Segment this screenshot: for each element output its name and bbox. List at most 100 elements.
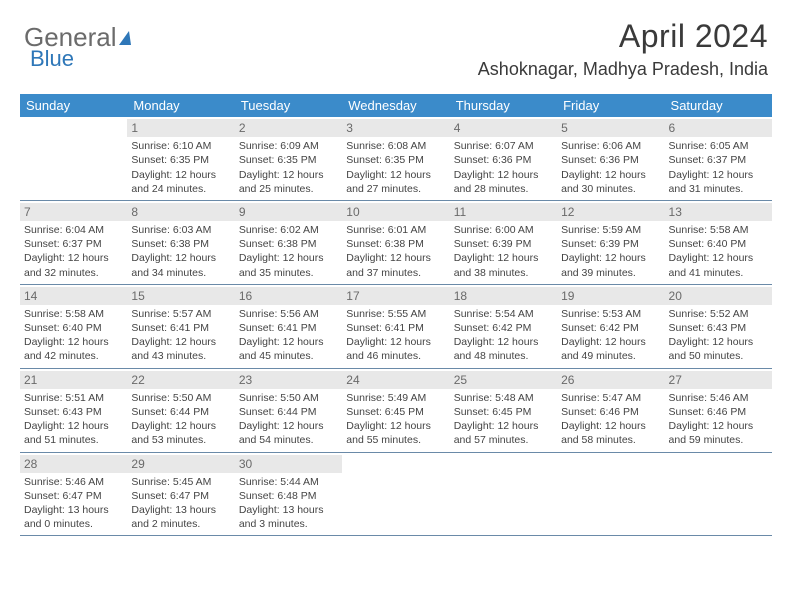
sunrise-text: Sunrise: 5:52 AM <box>669 307 768 321</box>
daylight-text: Daylight: 12 hours and 49 minutes. <box>561 335 660 363</box>
sunrise-text: Sunrise: 6:01 AM <box>346 223 445 237</box>
day-number: 7 <box>20 203 127 221</box>
day-number: 10 <box>342 203 449 221</box>
day-number: 20 <box>665 287 772 305</box>
sunrise-text: Sunrise: 6:07 AM <box>454 139 553 153</box>
day-cell: 16Sunrise: 5:56 AMSunset: 6:41 PMDayligh… <box>235 285 342 368</box>
day-cell: 20Sunrise: 5:52 AMSunset: 6:43 PMDayligh… <box>665 285 772 368</box>
day-number: 27 <box>665 371 772 389</box>
daylight-text: Daylight: 12 hours and 45 minutes. <box>239 335 338 363</box>
sunrise-text: Sunrise: 5:55 AM <box>346 307 445 321</box>
sunrise-text: Sunrise: 5:44 AM <box>239 475 338 489</box>
day-cell: 17 Sunrise: 5:55 AMSunset: 6:41 PMDayligh… <box>342 285 449 368</box>
day-number: 30 <box>235 455 342 473</box>
day-cell: 12Sunrise: 5:59 AMSunset: 6:39 PMDayligh… <box>557 201 664 284</box>
sunrise-text: Sunrise: 6:10 AM <box>131 139 230 153</box>
week-row: 28Sunrise: 5:46 AMSunset: 6:47 PMDayligh… <box>20 453 772 537</box>
day-number: 22 <box>127 371 234 389</box>
daylight-text: Daylight: 12 hours and 31 minutes. <box>669 168 768 196</box>
daylight-text: Daylight: 12 hours and 27 minutes. <box>346 168 445 196</box>
daylight-text: Daylight: 12 hours and 53 minutes. <box>131 419 230 447</box>
sunset-text: Sunset: 6:43 PM <box>24 405 123 419</box>
sunrise-text: Sunrise: 5:50 AM <box>131 391 230 405</box>
day-cell: 10Sunrise: 6:01 AMSunset: 6:38 PMDayligh… <box>342 201 449 284</box>
daylight-text: Daylight: 12 hours and 55 minutes. <box>346 419 445 447</box>
sunrise-text: Sunrise: 5:59 AM <box>561 223 660 237</box>
sunset-text: Sunset: 6:36 PM <box>454 153 553 167</box>
weekday-thursday: Thursday <box>450 94 557 117</box>
daylight-text: Daylight: 12 hours and 54 minutes. <box>239 419 338 447</box>
week-row: .1Sunrise: 6:10 AMSunset: 6:35 PMDayligh… <box>20 117 772 201</box>
location-text: Ashoknagar, Madhya Pradesh, India <box>478 59 768 80</box>
day-number: 18 <box>450 287 557 305</box>
sunset-text: Sunset: 6:48 PM <box>239 489 338 503</box>
weekday-monday: Monday <box>127 94 234 117</box>
sunset-text: Sunset: 6:37 PM <box>669 153 768 167</box>
day-number: 23 <box>235 371 342 389</box>
daylight-text: Daylight: 12 hours and 25 minutes. <box>239 168 338 196</box>
sunrise-text: Sunrise: 5:58 AM <box>669 223 768 237</box>
sunrise-text: Sunrise: 6:08 AM <box>346 139 445 153</box>
sunrise-text: Sunrise: 5:47 AM <box>561 391 660 405</box>
weekday-wednesday: Wednesday <box>342 94 449 117</box>
sunrise-text: Sunrise: 5:53 AM <box>561 307 660 321</box>
day-cell: 5Sunrise: 6:06 AMSunset: 6:36 PMDaylight… <box>557 117 664 200</box>
sunrise-text: Sunrise: 6:09 AM <box>239 139 338 153</box>
daylight-text: Daylight: 12 hours and 59 minutes. <box>669 419 768 447</box>
daylight-text: Daylight: 13 hours and 2 minutes. <box>131 503 230 531</box>
day-cell: 26Sunrise: 5:47 AMSunset: 6:46 PMDayligh… <box>557 369 664 452</box>
day-number: 13 <box>665 203 772 221</box>
weekday-tuesday: Tuesday <box>235 94 342 117</box>
daylight-text: Daylight: 12 hours and 35 minutes. <box>239 251 338 279</box>
sunset-text: Sunset: 6:44 PM <box>239 405 338 419</box>
daylight-text: Daylight: 13 hours and 0 minutes. <box>24 503 123 531</box>
day-cell: 23Sunrise: 5:50 AMSunset: 6:44 PMDayligh… <box>235 369 342 452</box>
daylight-text: Daylight: 12 hours and 41 minutes. <box>669 251 768 279</box>
sunset-text: Sunset: 6:42 PM <box>561 321 660 335</box>
sunrise-text: Sunrise: 5:45 AM <box>131 475 230 489</box>
header: General April 2024 Ashoknagar, Madhya Pr… <box>0 0 792 86</box>
daylight-text: Daylight: 12 hours and 46 minutes. <box>346 335 445 363</box>
sunset-text: Sunset: 6:37 PM <box>24 237 123 251</box>
day-cell: 28Sunrise: 5:46 AMSunset: 6:47 PMDayligh… <box>20 453 127 536</box>
day-cell: 13Sunrise: 5:58 AMSunset: 6:40 PMDayligh… <box>665 201 772 284</box>
daylight-text: Daylight: 12 hours and 39 minutes. <box>561 251 660 279</box>
week-row: 14Sunrise: 5:58 AMSunset: 6:40 PMDayligh… <box>20 285 772 369</box>
day-number: 1 <box>127 119 234 137</box>
daylight-text: Daylight: 12 hours and 42 minutes. <box>24 335 123 363</box>
day-cell: 3Sunrise: 6:08 AMSunset: 6:35 PMDaylight… <box>342 117 449 200</box>
day-number: 17 <box>342 287 449 305</box>
sunset-text: Sunset: 6:38 PM <box>131 237 230 251</box>
day-number: 2 <box>235 119 342 137</box>
day-cell: 11Sunrise: 6:00 AMSunset: 6:39 PMDayligh… <box>450 201 557 284</box>
sunrise-text: Sunrise: 5:46 AM <box>669 391 768 405</box>
day-cell: 24Sunrise: 5:49 AMSunset: 6:45 PMDayligh… <box>342 369 449 452</box>
day-cell: 19 Sunrise: 5:53 AMSunset: 6:42 PMDayligh… <box>557 285 664 368</box>
day-cell: 7Sunrise: 6:04 AMSunset: 6:37 PMDaylight… <box>20 201 127 284</box>
day-cell: . <box>342 453 449 536</box>
day-number: 24 <box>342 371 449 389</box>
day-number: 12 <box>557 203 664 221</box>
sunrise-text: Sunrise: 5:49 AM <box>346 391 445 405</box>
sunset-text: Sunset: 6:40 PM <box>24 321 123 335</box>
day-cell: 4Sunrise: 6:07 AMSunset: 6:36 PMDaylight… <box>450 117 557 200</box>
sunset-text: Sunset: 6:38 PM <box>239 237 338 251</box>
daylight-text: Daylight: 12 hours and 37 minutes. <box>346 251 445 279</box>
day-cell: 1Sunrise: 6:10 AMSunset: 6:35 PMDaylight… <box>127 117 234 200</box>
day-number: 16 <box>235 287 342 305</box>
day-cell: 6Sunrise: 6:05 AMSunset: 6:37 PMDaylight… <box>665 117 772 200</box>
day-number: 25 <box>450 371 557 389</box>
sunrise-text: Sunrise: 5:56 AM <box>239 307 338 321</box>
day-cell: 15Sunrise: 5:57 AMSunset: 6:41 PMDayligh… <box>127 285 234 368</box>
sunrise-text: Sunrise: 6:00 AM <box>454 223 553 237</box>
week-row: 21Sunrise: 5:51 AMSunset: 6:43 PMDayligh… <box>20 369 772 453</box>
daylight-text: Daylight: 12 hours and 43 minutes. <box>131 335 230 363</box>
sunrise-text: Sunrise: 5:54 AM <box>454 307 553 321</box>
day-number: 8 <box>127 203 234 221</box>
day-number: 21 <box>20 371 127 389</box>
sunset-text: Sunset: 6:46 PM <box>561 405 660 419</box>
day-number: 19 <box>557 287 664 305</box>
day-cell: 22Sunrise: 5:50 AMSunset: 6:44 PMDayligh… <box>127 369 234 452</box>
sunset-text: Sunset: 6:41 PM <box>346 321 445 335</box>
sunset-text: Sunset: 6:46 PM <box>669 405 768 419</box>
